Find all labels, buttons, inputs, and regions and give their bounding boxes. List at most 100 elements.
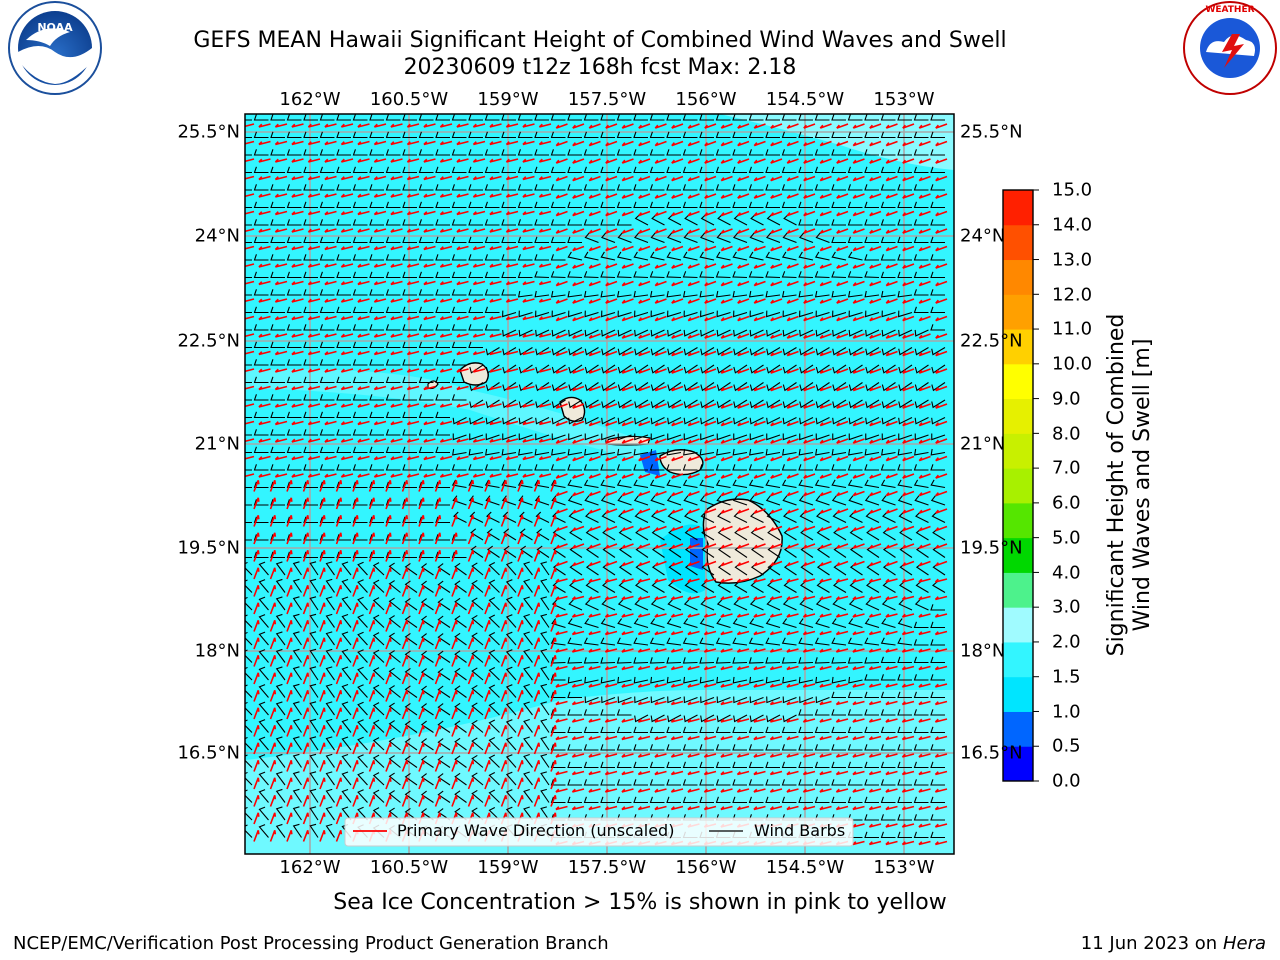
- wind-barb: [369, 131, 384, 139]
- wind-barb: [634, 329, 649, 337]
- wind-barb: [402, 131, 417, 139]
- wind-barb: [649, 779, 665, 786]
- wind-barb: [488, 649, 500, 663]
- wind-barb: [388, 667, 401, 681]
- wave-direction-arrow: [340, 368, 354, 373]
- wave-direction-arrow: [319, 759, 326, 772]
- wind-barb: [815, 232, 830, 244]
- wave-direction-arrow: [456, 385, 469, 391]
- wind-barb: [864, 495, 880, 506]
- wind-barb: [913, 149, 929, 156]
- wind-barb: [372, 684, 385, 698]
- wave-direction-arrow: [522, 228, 535, 233]
- wave-direction-arrow: [588, 333, 601, 339]
- wave-direction-arrow: [753, 473, 766, 479]
- wave-direction-arrow: [637, 735, 651, 741]
- wind-barb: [319, 534, 335, 541]
- wind-barb: [699, 761, 714, 769]
- lon-tick-bottom: 162°W: [279, 857, 341, 878]
- wave-direction-arrow: [385, 549, 392, 562]
- wind-barb: [352, 464, 368, 471]
- wave-direction-arrow: [835, 753, 849, 758]
- wave-direction-arrow: [472, 123, 486, 128]
- wave-direction-arrow: [935, 543, 948, 549]
- wind-barb: [420, 650, 434, 663]
- wind-barb: [733, 511, 748, 523]
- wave-direction-arrow: [835, 578, 849, 583]
- wave-direction-arrow: [704, 473, 717, 479]
- wave-direction-arrow: [423, 368, 436, 373]
- wind-barb: [468, 184, 483, 191]
- wind-barb: [245, 381, 252, 384]
- wave-direction-arrow: [319, 549, 326, 562]
- wind-barb: [799, 310, 814, 318]
- wave-direction-arrow: [588, 788, 601, 793]
- wind-barb: [534, 131, 549, 139]
- wave-direction-arrow: [786, 473, 799, 479]
- wave-direction-arrow: [307, 263, 321, 268]
- wave-direction-arrow: [736, 630, 750, 636]
- wave-direction-arrow: [819, 665, 832, 671]
- wave-direction-arrow: [340, 438, 354, 443]
- wind-barb: [913, 479, 929, 489]
- wave-direction-arrow: [671, 560, 684, 567]
- wind-barb: [633, 744, 648, 751]
- wind-barb: [732, 637, 748, 646]
- wave-direction-arrow: [451, 777, 458, 790]
- wave-direction-arrow: [522, 385, 535, 391]
- wind-barb: [682, 201, 698, 209]
- wave-direction-arrow: [522, 263, 535, 268]
- wind-barb: [733, 714, 748, 723]
- wave-direction-arrow: [588, 665, 601, 671]
- colorbar-swatch: [1003, 190, 1033, 226]
- wave-direction-arrow: [819, 280, 832, 287]
- wave-direction-arrow: [451, 479, 458, 492]
- wave-direction-arrow: [538, 280, 552, 286]
- wave-direction-arrow: [368, 742, 376, 755]
- wave-direction-arrow: [258, 245, 271, 251]
- wave-direction-arrow: [819, 753, 832, 758]
- wind-barb: [715, 271, 731, 279]
- wave-direction-arrow: [286, 742, 293, 755]
- wind-barb: [766, 364, 781, 374]
- wave-direction-arrow: [489, 438, 502, 443]
- wave-direction-arrow: [885, 788, 898, 793]
- wave-direction-arrow: [456, 210, 469, 216]
- wave-direction-arrow: [770, 420, 783, 427]
- wind-barb: [782, 618, 797, 629]
- wind-barb: [683, 714, 698, 723]
- wave-direction-arrow: [621, 140, 634, 147]
- wave-direction-arrow: [555, 700, 568, 706]
- wave-direction-arrow: [319, 794, 326, 807]
- wind-barb: [913, 814, 929, 821]
- wave-direction-arrow: [835, 788, 849, 793]
- wave-direction-arrow: [517, 497, 524, 510]
- wind-barb: [325, 736, 335, 751]
- wind-barb: [583, 149, 599, 156]
- wave-direction-arrow: [550, 637, 557, 650]
- wave-direction-arrow: [621, 543, 634, 549]
- wave-direction-arrow: [770, 385, 783, 392]
- wave-direction-arrow: [852, 210, 865, 217]
- wave-direction-arrow: [836, 368, 849, 374]
- wind-barb: [781, 796, 797, 804]
- wind-barb: [501, 184, 516, 191]
- wave-direction-arrow: [489, 420, 502, 426]
- wave-direction-arrow: [340, 123, 354, 128]
- wind-barb: [881, 599, 896, 611]
- wind-barb: [616, 271, 632, 279]
- wind-barb: [847, 251, 863, 261]
- wind-barb: [930, 495, 946, 506]
- wave-direction-arrow: [753, 718, 766, 723]
- wave-direction-arrow: [572, 263, 585, 269]
- wave-direction-arrow: [517, 532, 524, 545]
- wind-barb: [748, 290, 764, 298]
- wind-barb: [847, 219, 863, 226]
- wave-direction-arrow: [571, 788, 585, 793]
- wind-barb: [600, 761, 615, 769]
- wind-barb: [897, 656, 912, 664]
- wind-barb: [633, 796, 648, 804]
- wind-barb: [303, 499, 318, 506]
- wind-barb: [567, 676, 583, 684]
- wind-barb: [617, 448, 632, 456]
